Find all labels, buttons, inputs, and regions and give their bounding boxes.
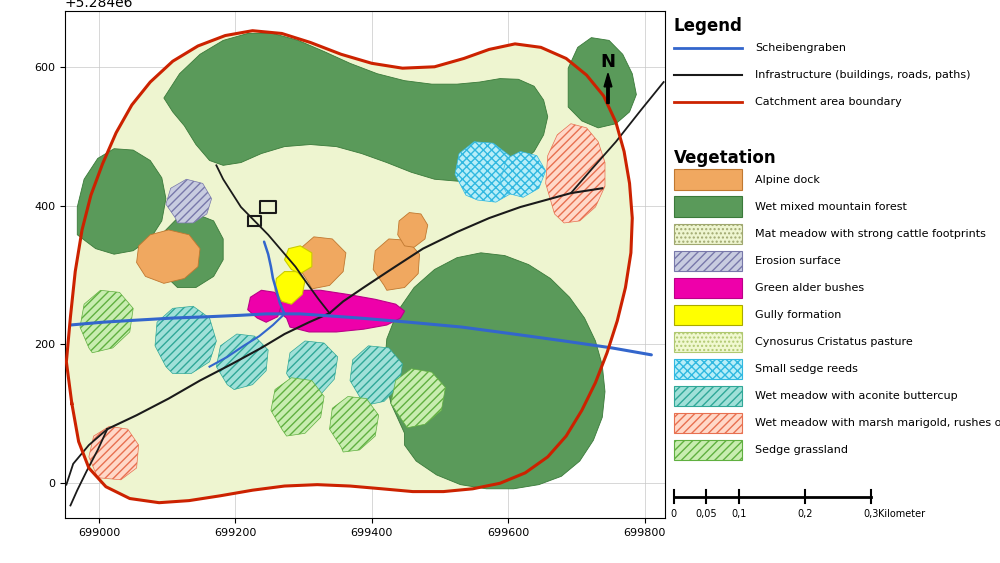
Text: Kilometer: Kilometer bbox=[878, 509, 925, 519]
Polygon shape bbox=[278, 291, 405, 332]
FancyBboxPatch shape bbox=[674, 413, 742, 433]
Polygon shape bbox=[159, 214, 223, 288]
Text: 0,2: 0,2 bbox=[797, 509, 813, 519]
Polygon shape bbox=[137, 230, 200, 283]
Text: Mat meadow with strong cattle footprints: Mat meadow with strong cattle footprints bbox=[755, 229, 986, 239]
FancyBboxPatch shape bbox=[674, 196, 742, 217]
Polygon shape bbox=[89, 426, 139, 480]
Polygon shape bbox=[546, 124, 605, 223]
Polygon shape bbox=[568, 38, 636, 128]
Polygon shape bbox=[164, 33, 548, 181]
Text: Wet meadow with aconite buttercup: Wet meadow with aconite buttercup bbox=[755, 391, 958, 401]
Polygon shape bbox=[216, 334, 268, 390]
Polygon shape bbox=[155, 306, 216, 374]
Polygon shape bbox=[285, 246, 312, 274]
Polygon shape bbox=[66, 31, 632, 503]
Polygon shape bbox=[248, 291, 282, 322]
Text: Catchment area boundary: Catchment area boundary bbox=[755, 97, 902, 107]
FancyBboxPatch shape bbox=[674, 251, 742, 271]
FancyArrow shape bbox=[604, 73, 612, 104]
FancyBboxPatch shape bbox=[674, 386, 742, 406]
Polygon shape bbox=[373, 239, 420, 291]
Text: Alpine dock: Alpine dock bbox=[755, 175, 820, 185]
Polygon shape bbox=[287, 341, 338, 399]
Text: Gully formation: Gully formation bbox=[755, 310, 842, 320]
Polygon shape bbox=[166, 179, 212, 223]
Text: Infrastructure (buildings, roads, paths): Infrastructure (buildings, roads, paths) bbox=[755, 70, 971, 80]
Polygon shape bbox=[275, 271, 305, 304]
Polygon shape bbox=[80, 291, 133, 353]
FancyBboxPatch shape bbox=[674, 278, 742, 298]
FancyBboxPatch shape bbox=[674, 224, 742, 244]
Polygon shape bbox=[391, 369, 445, 428]
Text: Wet mixed mountain forest: Wet mixed mountain forest bbox=[755, 202, 907, 212]
FancyBboxPatch shape bbox=[674, 440, 742, 460]
Text: Green alder bushes: Green alder bushes bbox=[755, 283, 864, 293]
Text: Wet meadow with marsh marigold, rushes or sedges: Wet meadow with marsh marigold, rushes o… bbox=[755, 418, 1000, 428]
FancyBboxPatch shape bbox=[674, 359, 742, 379]
Text: Sedge grassland: Sedge grassland bbox=[755, 445, 848, 455]
Polygon shape bbox=[455, 142, 516, 202]
Polygon shape bbox=[398, 213, 428, 247]
FancyBboxPatch shape bbox=[674, 332, 742, 352]
Text: Cynosurus Cristatus pasture: Cynosurus Cristatus pasture bbox=[755, 337, 913, 347]
Polygon shape bbox=[298, 237, 346, 289]
Text: Scheibengraben: Scheibengraben bbox=[755, 43, 846, 53]
Text: Legend: Legend bbox=[674, 17, 742, 35]
Polygon shape bbox=[271, 378, 324, 436]
Polygon shape bbox=[500, 151, 546, 197]
Text: 0,1: 0,1 bbox=[732, 509, 747, 519]
FancyBboxPatch shape bbox=[674, 305, 742, 325]
Text: Erosion surface: Erosion surface bbox=[755, 256, 841, 266]
Text: 0,05: 0,05 bbox=[696, 509, 717, 519]
Polygon shape bbox=[384, 253, 605, 489]
Text: Small sedge reeds: Small sedge reeds bbox=[755, 364, 858, 374]
Polygon shape bbox=[330, 396, 379, 452]
Text: Vegetation: Vegetation bbox=[674, 149, 776, 167]
Polygon shape bbox=[77, 149, 166, 254]
Polygon shape bbox=[350, 346, 402, 405]
Text: 0: 0 bbox=[671, 509, 677, 519]
Text: 0,3: 0,3 bbox=[863, 509, 878, 519]
Text: N: N bbox=[600, 53, 616, 71]
FancyBboxPatch shape bbox=[674, 169, 742, 190]
